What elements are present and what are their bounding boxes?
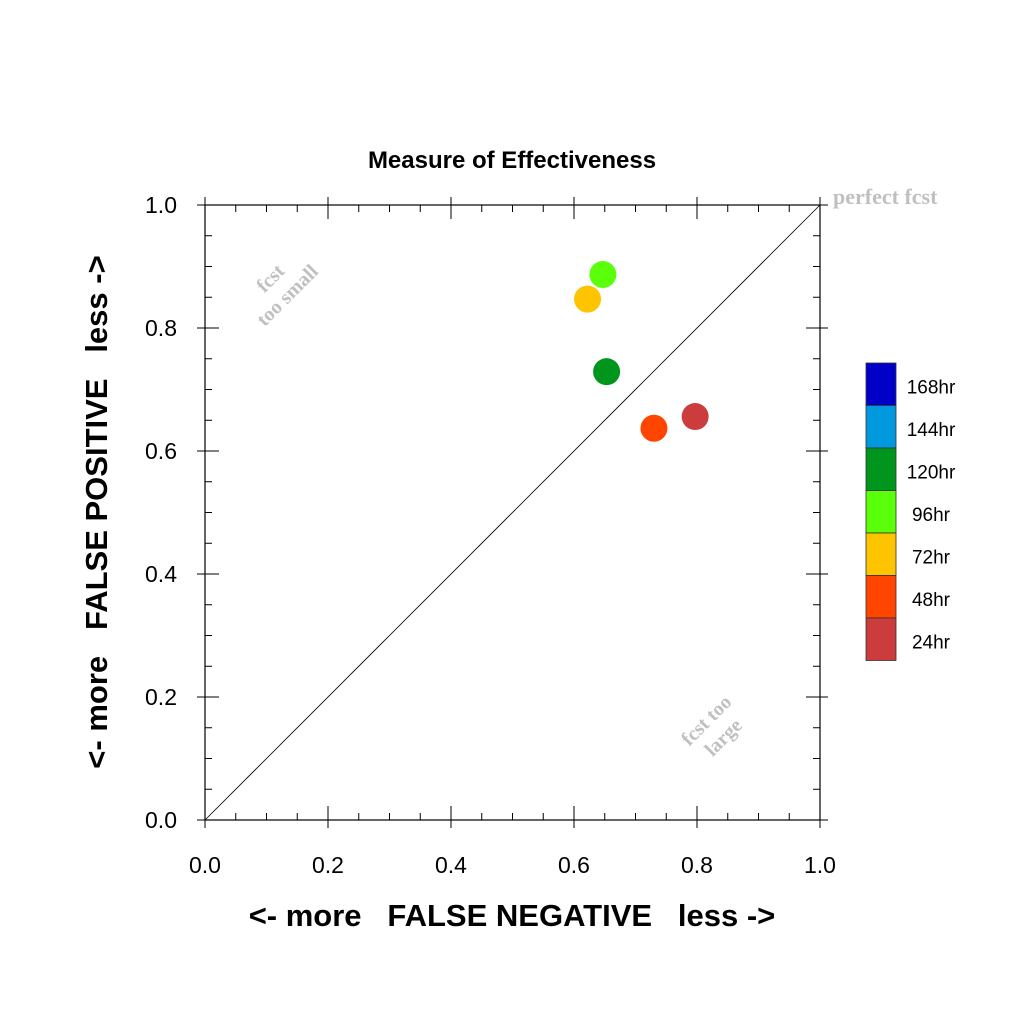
legend-label-144hr: 144hr [907, 420, 956, 441]
x-tick-label: 0.0 [189, 852, 221, 878]
legend-label-72hr: 72hr [912, 548, 951, 569]
legend-label-48hr: 48hr [912, 590, 951, 611]
y-tick-label: 0.0 [145, 807, 177, 833]
data-point-24hr [681, 403, 709, 431]
legend-label-24hr: 24hr [912, 633, 951, 654]
legend-swatch-120hr [865, 447, 897, 491]
legend-swatch-24hr [865, 617, 897, 661]
x-tick-label: 0.6 [558, 852, 590, 878]
x-tick-label: 0.4 [435, 852, 467, 878]
x-tick-label: 0.2 [312, 852, 344, 878]
y-tick-label: 1.0 [145, 192, 177, 218]
legend-swatch-144hr [865, 405, 897, 449]
tick-labels: 0.0 0.2 0.4 0.6 0.8 1.0 0.0 0.2 0.4 0.6 0.8 1.0 [145, 192, 836, 878]
chart-title: Measure of Effectiveness [368, 147, 656, 174]
legend: 168hr 144hr 120hr 96hr 72hr 48hr 24hr [865, 362, 956, 661]
y-tick-label: 0.2 [145, 684, 177, 710]
y-tick-label: 0.4 [145, 561, 177, 587]
y-tick-label: 0.8 [145, 315, 177, 341]
legend-label-168hr: 168hr [907, 378, 956, 399]
y-axis-label: <- more FALSE POSITIVE less -> [79, 255, 114, 768]
data-point-48hr [640, 414, 668, 442]
legend-swatch-168hr [865, 362, 897, 406]
x-tick-label: 0.8 [681, 852, 713, 878]
data-point-96hr [589, 260, 617, 288]
data-point-72hr [574, 285, 602, 313]
x-tick-label: 1.0 [804, 852, 836, 878]
legend-swatch-96hr [865, 490, 897, 534]
perfect-fcst-annotation: perfect fcst [833, 184, 938, 209]
plot-frame [204, 204, 821, 821]
legend-label-120hr: 120hr [907, 463, 956, 484]
x-axis-label: <- more FALSE NEGATIVE less -> [249, 898, 776, 933]
perfect-forecast-diagonal [204, 204, 821, 821]
legend-label-96hr: 96hr [912, 505, 951, 526]
data-points [574, 260, 709, 442]
y-tick-label: 0.6 [145, 438, 177, 464]
data-point-120hr [593, 358, 621, 386]
legend-swatch-48hr [865, 575, 897, 619]
annotations: perfect fcst fcst too small fcst too lar… [252, 184, 938, 761]
legend-swatch-72hr [865, 532, 897, 576]
